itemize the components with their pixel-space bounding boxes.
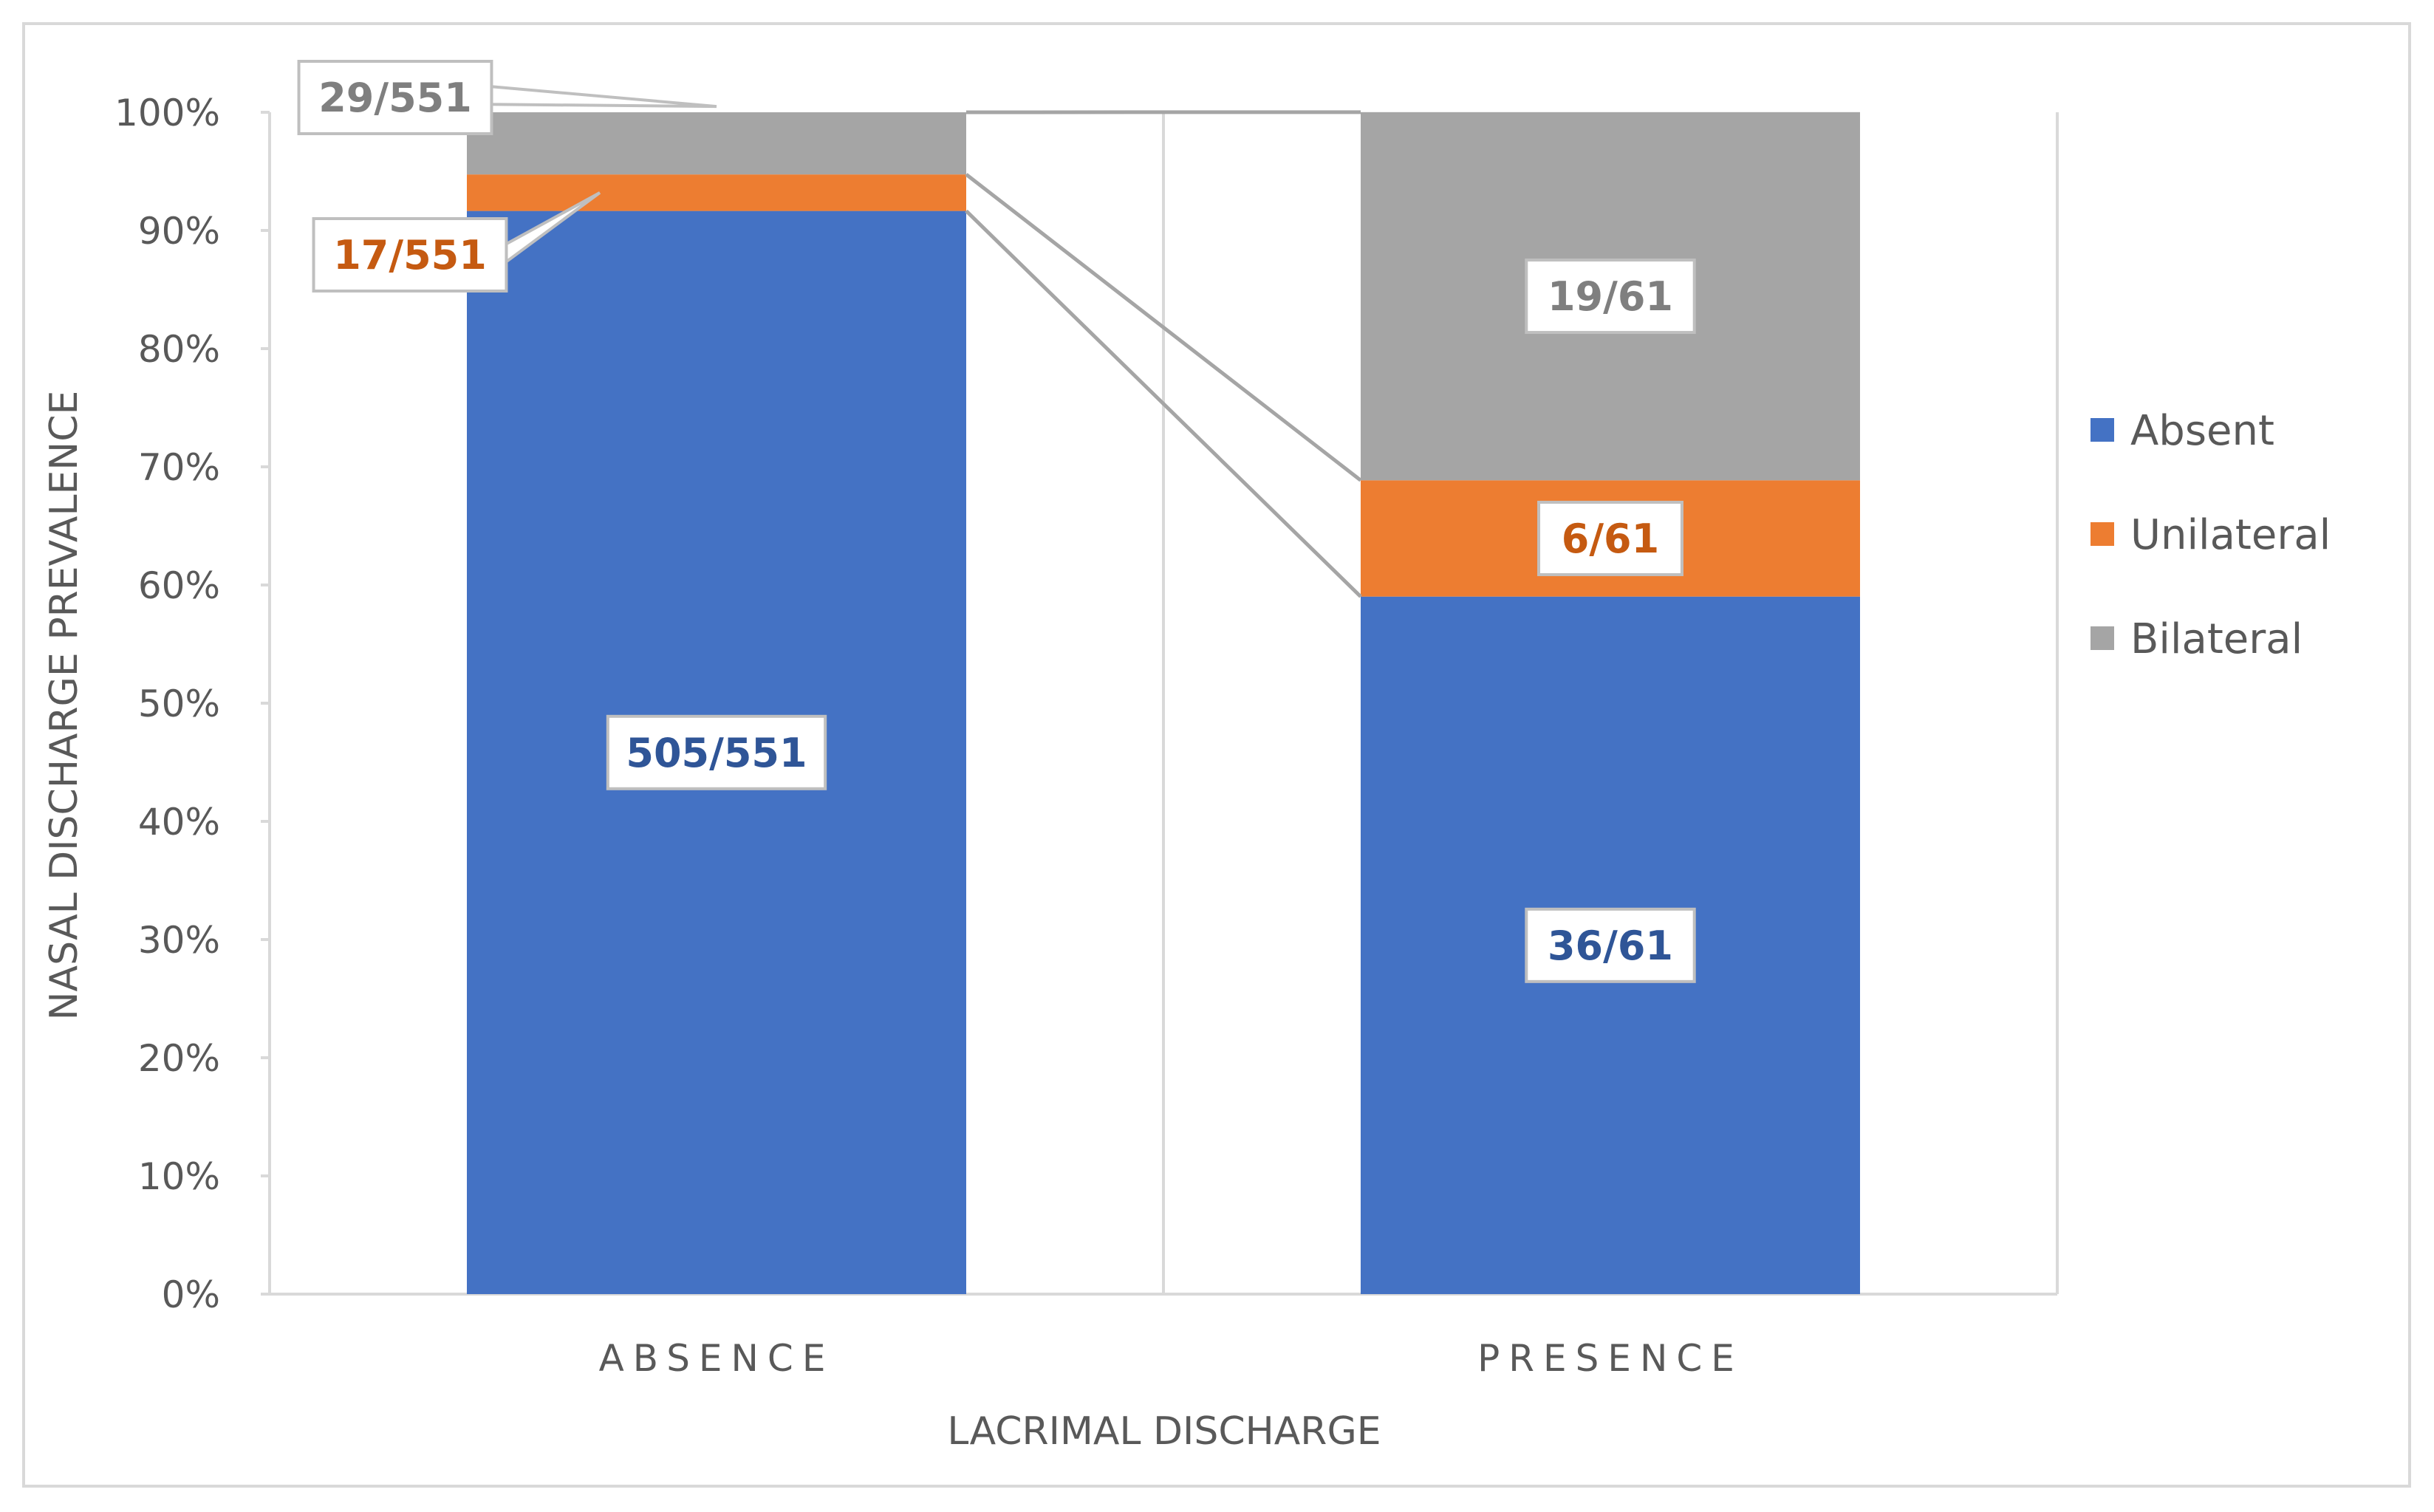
x-tick-label: ABSENCE (599, 1337, 835, 1380)
data-label-absent-absence: 505/551 (626, 730, 807, 776)
y-tick-label: 30% (138, 919, 220, 962)
data-label-absent-presence: 36/61 (1548, 923, 1673, 969)
data-label-unilateral-absence: 17/551 (333, 232, 487, 278)
y-tick-label: 10% (138, 1155, 220, 1198)
legend-label-bilateral: Bilateral (2130, 615, 2303, 663)
y-axis-title: NASAL DISCHARGE PREVALENCE (42, 391, 86, 1021)
legend-swatch-absent (2091, 418, 2114, 442)
data-label-unilateral-presence: 6/61 (1562, 516, 1659, 562)
x-tick-label: PRESENCE (1477, 1337, 1743, 1380)
x-axis-title: LACRIMAL DISCHARGE (947, 1409, 1381, 1454)
y-tick-label: 100% (114, 92, 220, 134)
legend-label-absent: Absent (2130, 407, 2274, 455)
legend-swatch-unilateral (2091, 522, 2114, 546)
bar-bilateral-absence (467, 112, 966, 174)
y-tick-label: 20% (138, 1037, 220, 1080)
legend-label-unilateral: Unilateral (2130, 511, 2331, 559)
y-tick-label: 50% (138, 683, 220, 725)
bar-unilateral-absence (467, 174, 966, 211)
y-tick-label: 40% (138, 801, 220, 844)
data-label-bilateral-presence: 19/61 (1548, 273, 1673, 320)
data-label-bilateral-absence: 29/551 (318, 75, 472, 121)
y-tick-label: 90% (138, 210, 220, 253)
y-tick-label: 80% (138, 328, 220, 371)
y-tick-label: 0% (162, 1273, 220, 1316)
y-tick-label: 60% (138, 564, 220, 607)
y-tick-label: 70% (138, 446, 220, 489)
legend-swatch-bilateral (2091, 626, 2114, 650)
